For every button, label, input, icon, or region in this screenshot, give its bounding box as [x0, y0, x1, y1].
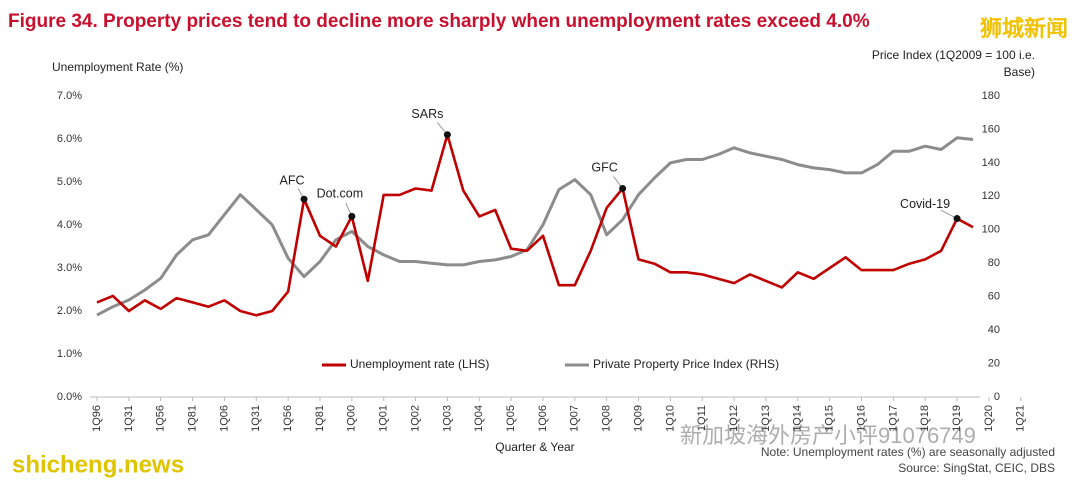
y2-tick-label: 120: [982, 190, 1000, 202]
x-tick-label: 1Q12: [728, 405, 740, 432]
x-tick-label: 1Q09: [632, 405, 644, 432]
y-tick-label: 3.0%: [57, 262, 82, 274]
x-tick-label: 1Q01: [378, 405, 390, 432]
x-tick-label: 1Q06: [537, 405, 549, 432]
chart-title: Figure 34. Property prices tend to decli…: [8, 11, 870, 32]
x-tick-label: 1Q02: [409, 405, 421, 432]
annotation: AFC: [280, 173, 305, 187]
x-tick-label: 1Q20: [983, 405, 995, 432]
x-tick-label: 1Q56: [282, 405, 294, 432]
x-tick-label: 1Q15: [824, 405, 836, 432]
note: Note: Unemployment rates (%) are seasona…: [761, 445, 1055, 459]
x-tick-label: 1Q05: [505, 405, 517, 432]
x-tick-label: 1Q00: [346, 405, 358, 432]
x-tick-label: 1Q18: [919, 405, 931, 432]
legend-label: Private Property Price Index (RHS): [593, 357, 779, 371]
watermark: 狮城新闻: [980, 16, 1068, 41]
x-tick-label: 1Q16: [855, 405, 867, 432]
series-line: [96, 136, 974, 317]
x-axis-label: Quarter & Year: [495, 440, 574, 454]
annotation: Covid-19: [900, 197, 950, 211]
x-tick-label: 1Q08: [601, 405, 613, 432]
y2-tick-label: 60: [988, 291, 1000, 303]
x-tick-label: 1Q17: [887, 405, 899, 432]
y2-tick-label: 40: [988, 324, 1000, 336]
annotation: Dot.com: [317, 187, 364, 201]
y2-tick-label: 100: [982, 224, 1000, 236]
x-tick-label: 1Q06: [218, 405, 230, 432]
y-tick-label: 1.0%: [57, 348, 82, 360]
y2-tick-label: 0: [994, 391, 1000, 403]
y-axis-label: Unemployment Rate (%): [52, 60, 183, 74]
legend-label: Unemployment rate (LHS): [350, 357, 489, 371]
annotation-dot: [300, 195, 308, 203]
y-tick-label: 5.0%: [57, 176, 82, 188]
x-tick-label: 1Q03: [441, 405, 453, 432]
x-tick-label: 1Q56: [155, 405, 167, 432]
y-tick-label: 4.0%: [57, 219, 82, 231]
annotation-dot: [953, 215, 961, 223]
y2-tick-label: 80: [988, 257, 1000, 269]
y2-tick-label: 160: [982, 123, 1000, 135]
x-tick-label: 1Q31: [123, 405, 135, 432]
y2-tick-label: 140: [982, 157, 1000, 169]
x-tick-label: 1Q96: [91, 405, 103, 432]
x-tick-label: 1Q19: [951, 405, 963, 432]
x-tick-label: 1Q14: [792, 405, 804, 432]
y-tick-label: 0.0%: [57, 391, 82, 403]
annotation-dot: [348, 212, 356, 220]
annotation-dot: [443, 131, 451, 139]
x-tick-label: 1Q81: [186, 405, 198, 432]
annotation-dot: [619, 184, 627, 192]
annotation: SARs: [411, 107, 443, 121]
watermark: 新加坡海外房产小评91076749: [680, 423, 976, 448]
source: Source: SingStat, CEIC, DBS: [898, 461, 1055, 475]
series-line: [96, 133, 974, 317]
x-tick-label: 1Q21: [1015, 405, 1027, 432]
x-tick-label: 1Q10: [664, 405, 676, 432]
y2-axis-label: Price Index (1Q2009 = 100 i.e.: [872, 48, 1035, 62]
x-tick-label: 1Q11: [696, 405, 708, 431]
watermark: shicheng.news: [12, 451, 184, 478]
x-tick-label: 1Q07: [569, 405, 581, 432]
y-tick-label: 2.0%: [57, 305, 82, 317]
y2-tick-label: 180: [982, 90, 1000, 102]
x-tick-label: 1Q31: [250, 405, 262, 432]
annotation: GFC: [591, 161, 617, 175]
x-tick-label: 1Q13: [760, 405, 772, 432]
x-tick-label: 1Q04: [473, 405, 485, 432]
x-tick-label: 1Q81: [314, 405, 326, 432]
y2-axis-label: Base): [1004, 65, 1035, 79]
y-tick-label: 7.0%: [57, 90, 82, 102]
y2-tick-label: 20: [988, 357, 1000, 369]
y-tick-label: 6.0%: [57, 133, 82, 145]
